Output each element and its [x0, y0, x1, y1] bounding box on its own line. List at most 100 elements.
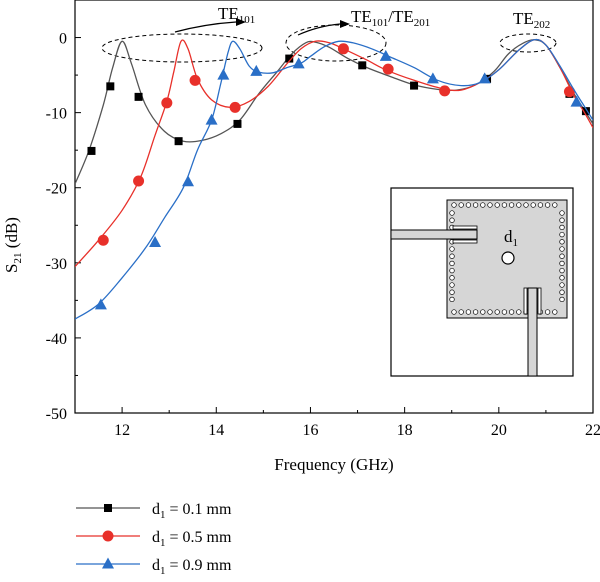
via-hole [487, 309, 493, 315]
via-hole [508, 309, 515, 315]
via-hole [472, 309, 479, 315]
legend-marker [102, 530, 114, 542]
via-hole [559, 260, 565, 267]
input-slot-bottom [452, 239, 478, 244]
via-hole [501, 202, 508, 208]
x-tick-label: 20 [491, 422, 507, 439]
data-point [285, 54, 294, 63]
output-slot-right [537, 287, 542, 315]
data-point [410, 81, 419, 90]
te101-201-arrowhead [340, 20, 350, 28]
via-hole [508, 202, 515, 208]
via-hole [516, 202, 522, 208]
via-hole [559, 275, 565, 281]
data-point [292, 57, 305, 69]
via-hole [559, 210, 565, 216]
via-hole [523, 202, 529, 208]
via-hole [544, 202, 551, 208]
data-point [563, 86, 575, 98]
via-hole [465, 309, 472, 315]
data-point [581, 107, 590, 116]
via-hole [552, 309, 558, 315]
te101-201-ellipse [285, 24, 387, 62]
via-hole [494, 202, 500, 208]
data-point [189, 74, 201, 86]
legend-marker [104, 504, 112, 512]
series-line-3 [75, 38, 593, 320]
y-tick-label: -40 [46, 331, 67, 348]
data-point [97, 234, 109, 246]
via-hole [559, 231, 565, 238]
te202-ellipse [499, 33, 557, 53]
legend-entry: d1 = 0.9 mm [152, 557, 232, 577]
data-point [250, 64, 263, 76]
data-point [358, 61, 367, 70]
legend-entry: d1 = 0.1 mm [152, 501, 232, 521]
via-hole [449, 267, 455, 274]
te101-201-arrow [297, 23, 341, 36]
via-hole [449, 210, 455, 216]
via-hole [530, 202, 536, 208]
te101-arrow [174, 21, 237, 33]
mode-annotations [101, 18, 557, 63]
data-point [426, 72, 439, 84]
data-point [570, 95, 583, 107]
data-point [233, 119, 242, 128]
x-axis-label: Frequency (GHz) [274, 455, 393, 474]
y-tick-label: 0 [59, 31, 67, 48]
via-hole [449, 296, 455, 303]
data-point [382, 63, 394, 75]
data-point [94, 298, 107, 310]
data-point [337, 43, 349, 55]
data-point [205, 113, 218, 125]
data-point [161, 97, 173, 109]
via-hole [559, 239, 565, 245]
via-hole [480, 202, 486, 208]
via-hole [472, 202, 479, 208]
via-hole [449, 282, 455, 288]
data-point [478, 72, 491, 84]
data-point [182, 175, 195, 187]
te101-arrowhead [236, 18, 246, 26]
via-hole [559, 253, 565, 259]
legend-marker [102, 557, 114, 569]
via-hole [494, 309, 500, 315]
data-point [439, 85, 451, 97]
axis-ticks: 12 14 16 18 20 22 0 -10 -20 -30 -40 -50 [46, 0, 600, 439]
via-hole [544, 309, 551, 315]
y-tick-label: -10 [46, 106, 67, 123]
data-point [106, 82, 115, 91]
output-feedline [527, 287, 538, 377]
series-layer [75, 38, 593, 320]
via-hole [465, 202, 472, 208]
y-tick-label: -30 [46, 256, 67, 273]
te101-label: TE101 [218, 4, 255, 26]
legend: d1 = 0.1 mm d1 = 0.5 mm d1 = 0.9 mm [76, 501, 232, 577]
via-hole [449, 275, 455, 281]
via-hole [451, 202, 457, 208]
x-tick-label: 14 [208, 422, 224, 439]
x-tick-label: 16 [302, 422, 318, 439]
plot-frame [74, 0, 594, 414]
x-tick-label: 22 [585, 422, 600, 439]
via-hole [559, 224, 565, 231]
via-hole [449, 246, 455, 252]
y-axis-label: S21 (dB) [2, 217, 24, 273]
input-slot-top [452, 225, 478, 230]
data-point [133, 175, 145, 187]
via-hole [451, 309, 457, 315]
te101-ellipse [101, 33, 263, 63]
x-tick-label: 18 [397, 422, 413, 439]
data-point [149, 236, 162, 248]
via-hole [559, 289, 565, 295]
via-hole [537, 202, 544, 208]
output-slot-left [523, 287, 528, 315]
data-point [134, 92, 143, 101]
via-hole [501, 309, 508, 315]
x-tick-label: 12 [114, 422, 130, 439]
via-hole [559, 296, 565, 303]
via-hole [449, 253, 455, 259]
via-hole [449, 217, 455, 223]
data-point [87, 146, 96, 155]
